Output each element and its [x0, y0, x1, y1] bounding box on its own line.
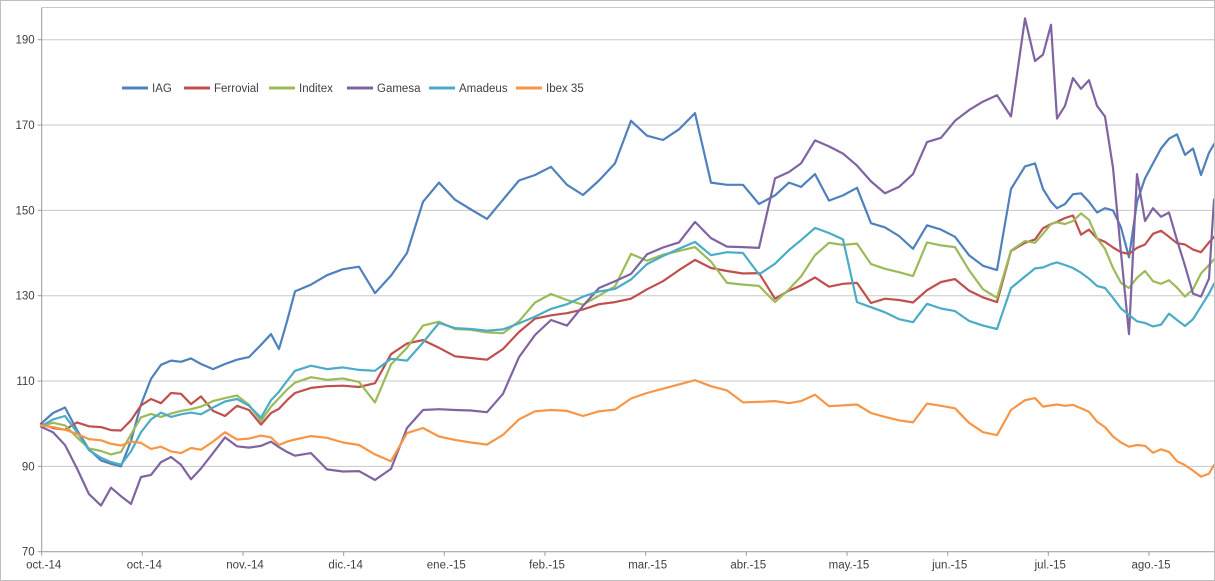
- legend-label-amadeus: Amadeus: [459, 83, 508, 95]
- x-axis-label: may.-15: [829, 560, 870, 572]
- legend-label-iag: IAG: [152, 83, 172, 95]
- x-axis-label: mar.-15: [628, 560, 667, 572]
- x-axis-label: nov.-14: [226, 560, 264, 572]
- series-line-gamesa: [39, 17, 1214, 507]
- x-axis-label: abr.-15: [730, 560, 766, 572]
- x-axis-label: oct.-14: [127, 560, 163, 572]
- series-line-amadeus: [39, 226, 1214, 466]
- y-axis-label: 110: [16, 376, 34, 388]
- x-axis-label: dic.-14: [328, 560, 363, 572]
- series-line-inditex: [39, 212, 1214, 456]
- y-axis-label: 190: [16, 35, 35, 47]
- legend-label-inditex: Inditex: [299, 83, 333, 95]
- y-axis-label: 70: [22, 547, 35, 559]
- x-axis-label: jul.-15: [1034, 560, 1066, 572]
- y-axis-label: 130: [16, 291, 35, 303]
- legend-label-ibex-35: Ibex 35: [546, 83, 584, 95]
- x-axis-label: ago.-15: [1131, 560, 1170, 572]
- x-axis-label: feb.-15: [529, 560, 565, 572]
- series-line-ferrovial: [39, 214, 1214, 432]
- y-axis-label: 170: [16, 120, 35, 132]
- y-axis-label: 90: [22, 461, 35, 473]
- x-axis-label: oct.-14: [26, 560, 62, 572]
- x-axis-label: ene.-15: [427, 560, 466, 572]
- legend-label-ferrovial: Ferrovial: [214, 83, 259, 95]
- series-line-iag: [39, 111, 1214, 468]
- series-line-ibex-35: [39, 379, 1214, 478]
- legend-label-gamesa: Gamesa: [377, 83, 421, 95]
- y-axis-label: 150: [16, 205, 35, 217]
- x-axis-label: jun.-15: [931, 560, 967, 572]
